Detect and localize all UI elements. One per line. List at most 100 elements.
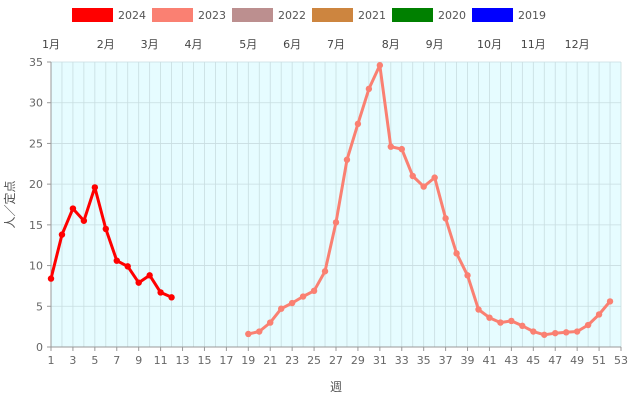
month-label: 4月 <box>185 38 203 51</box>
month-label: 12月 <box>565 38 590 51</box>
data-point-2023 <box>365 85 373 93</box>
data-point-2024 <box>146 272 153 279</box>
data-point-2024 <box>157 289 164 296</box>
x-tick-label: 35 <box>417 354 431 367</box>
legend-item[interactable]: 2019 <box>472 8 546 22</box>
data-point-2023 <box>409 172 416 180</box>
x-tick-label: 15 <box>197 354 211 367</box>
series-line-2023 <box>247 63 612 337</box>
data-point-2024 <box>69 205 77 212</box>
data-point-2023 <box>530 328 537 335</box>
month-label: 3月 <box>141 38 159 51</box>
legend[interactable]: 2024 2023 2022 2021 2020 2019 <box>72 8 546 22</box>
month-label: 8月 <box>382 38 400 51</box>
data-point-2024 <box>102 225 110 233</box>
data-point-2023 <box>245 330 252 338</box>
data-point-2023 <box>453 250 460 257</box>
data-point-2024 <box>91 184 99 191</box>
data-point-2023 <box>267 319 274 326</box>
x-tick-label: 7 <box>113 354 120 367</box>
month-label: 7月 <box>327 38 345 51</box>
y-tick-label: 5 <box>36 300 43 313</box>
data-point-2024 <box>80 217 88 224</box>
x-tick-label: 23 <box>285 354 299 367</box>
legend-label: 2021 <box>358 9 386 22</box>
month-label: 1月 <box>42 38 60 51</box>
data-point-2023 <box>398 145 405 153</box>
legend-label: 2023 <box>198 9 226 22</box>
data-point-2023 <box>573 328 581 335</box>
x-tick-label: 31 <box>373 354 387 367</box>
x-tick-label: 33 <box>395 354 409 367</box>
x-tick-label: 27 <box>329 354 343 367</box>
legend-label: 2024 <box>118 9 146 22</box>
y-tick-label: 0 <box>36 341 43 354</box>
y-tick-label: 10 <box>29 260 43 273</box>
x-tick-label: 17 <box>219 354 233 367</box>
legend-swatch <box>312 8 353 22</box>
x-tick-label: 37 <box>439 354 453 367</box>
legend-label: 2019 <box>518 9 546 22</box>
x-tick-label: 13 <box>176 354 190 367</box>
legend-label: 2020 <box>438 9 466 22</box>
month-label: 5月 <box>239 38 257 51</box>
data-point-2023 <box>541 331 548 338</box>
x-tick-label: 29 <box>351 354 365 367</box>
data-point-2023 <box>321 268 329 275</box>
y-tick-label: 20 <box>29 178 43 191</box>
data-point-2023 <box>354 120 362 128</box>
x-tick-label: 49 <box>570 354 584 367</box>
data-point-2024 <box>58 231 66 238</box>
month-label: 10月 <box>477 38 502 51</box>
legend-label: 2022 <box>278 9 306 22</box>
legend-item[interactable]: 2022 <box>232 8 306 22</box>
x-tick-label: 9 <box>135 354 142 367</box>
data-point-2024 <box>47 275 55 282</box>
series-line-2024 <box>49 185 173 299</box>
x-tick-label: 47 <box>548 354 562 367</box>
legend-item[interactable]: 2020 <box>392 8 466 22</box>
data-point-2023 <box>288 299 296 307</box>
x-tick-label: 3 <box>69 354 76 367</box>
data-point-2023 <box>420 183 427 190</box>
data-point-2023 <box>595 311 603 318</box>
legend-swatch <box>232 8 273 22</box>
data-point-2024 <box>168 294 175 301</box>
data-point-2023 <box>519 322 526 330</box>
data-point-2024 <box>135 279 142 286</box>
data-point-2024 <box>113 257 120 264</box>
data-point-2023 <box>299 293 307 300</box>
y-axis-label: 人／定点 <box>2 180 17 228</box>
x-tick-label: 25 <box>307 354 321 367</box>
data-point-2023 <box>376 62 384 69</box>
data-point-2023 <box>606 298 614 305</box>
data-point-2023 <box>277 305 285 312</box>
data-point-2023 <box>310 287 318 295</box>
x-tick-label: 45 <box>526 354 540 367</box>
month-label: 6月 <box>283 38 301 51</box>
legend-swatch <box>392 8 433 22</box>
legend-item[interactable]: 2024 <box>72 8 146 22</box>
month-label: 9月 <box>426 38 444 51</box>
legend-item[interactable]: 2021 <box>312 8 386 22</box>
data-point-2023 <box>562 329 570 336</box>
y-tick-label: 30 <box>29 97 43 110</box>
data-point-2023 <box>508 317 515 325</box>
data-point-2023 <box>486 314 493 321</box>
month-label: 2月 <box>97 38 115 51</box>
x-tick-label: 41 <box>482 354 496 367</box>
x-tick-label: 5 <box>91 354 98 367</box>
data-point-2023 <box>332 219 340 226</box>
x-tick-label: 19 <box>241 354 255 367</box>
y-tick-label: 35 <box>29 56 43 69</box>
data-point-2023 <box>552 329 559 337</box>
data-point-2023 <box>464 272 471 279</box>
x-tick-label: 43 <box>504 354 518 367</box>
data-point-2023 <box>475 306 482 313</box>
x-tick-label: 53 <box>614 354 628 367</box>
legend-item[interactable]: 2023 <box>152 8 226 22</box>
x-tick-label: 51 <box>592 354 606 367</box>
data-point-2023 <box>343 156 351 163</box>
